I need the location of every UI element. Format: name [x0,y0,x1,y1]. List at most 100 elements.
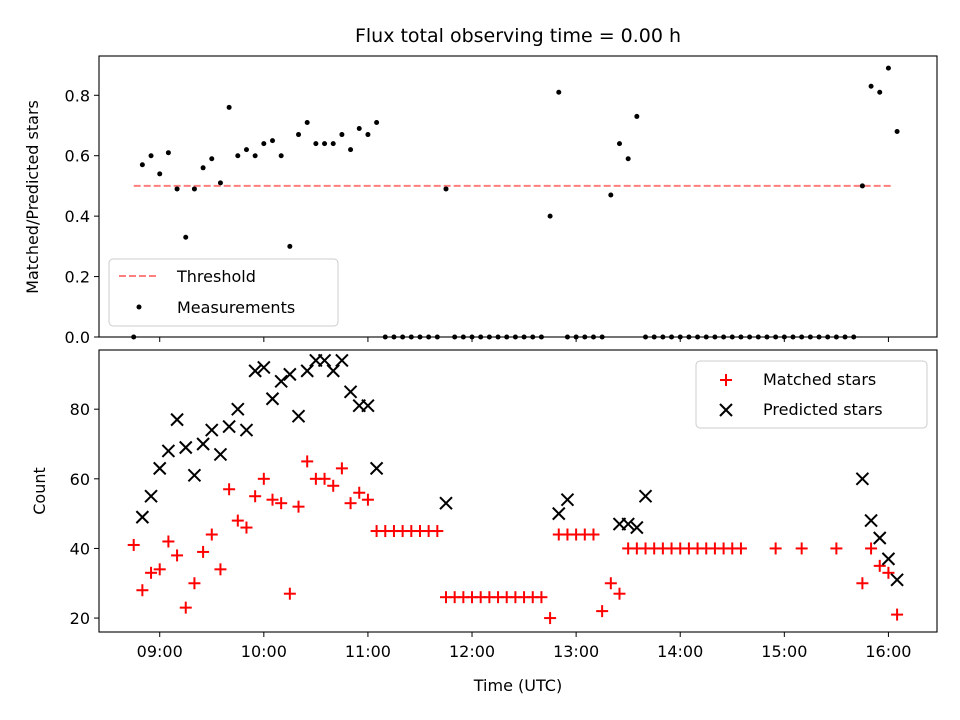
predicted-star-point [621,517,635,531]
measurement-point [877,89,883,95]
bottom-y-tick-label: 40 [70,539,90,558]
measurement-point [313,141,319,147]
top-axes-frame [98,55,938,338]
matched-star-point [596,605,609,618]
top-legend: Threshold Measurements [108,258,339,327]
matched-star-point [335,462,348,475]
measurement-point [330,141,336,147]
measurement-point [165,150,171,156]
predicted-star-point [343,385,358,399]
measurement-point [269,138,275,144]
bottom-y-tick-label: 60 [70,470,90,489]
measurement-point [443,186,449,192]
measurement-point [148,153,154,159]
matched-star-point [145,566,158,579]
bottom-legend-box [695,360,928,429]
bottom-x-tick-label: 15:00 [761,642,807,661]
measurement-point [616,141,622,147]
matched-star-point [856,577,869,590]
predicted-star-point [265,392,280,406]
predicted-star-point [335,353,349,368]
predicted-star-point [890,573,904,587]
predicted-star-point [257,360,271,375]
measurement-point [287,243,293,249]
predicted-star-point [239,423,254,437]
matched-star-point [604,577,617,590]
measurement-point [868,83,874,89]
matched-star-point [431,525,444,538]
matched-star-point [162,535,175,548]
matched-star-point [344,497,357,510]
predicted-star-point [222,419,236,434]
predicted-star-point [439,496,453,510]
predicted-star-point [326,364,340,378]
bottom-y-axis-label: Count [30,467,49,515]
predicted-star-point [855,472,870,486]
legend-predicted-label: Predicted stars [763,400,883,419]
bottom-x-tick-label: 14:00 [657,642,703,661]
top-y-tick-label: 0.8 [65,86,90,105]
matched-star-point [205,528,218,541]
measurement-point [634,113,640,119]
measurement-point [217,180,223,186]
predicted-star-point [196,437,210,451]
bottom-y-tick-label: 80 [70,400,90,419]
top-y-ticks: 0.0 0.2 0.4 0.6 0.8 [65,86,99,347]
bottom-y-tick-label: 20 [70,609,90,628]
predicted-star-point [560,492,575,507]
predicted-star-point [231,402,245,416]
measurement-point [174,186,180,192]
measurement-point [157,171,163,177]
measurement-point [322,141,328,147]
matched-star-point [865,542,878,555]
legend-threshold-label: Threshold [176,267,256,286]
matched-star-point [231,514,244,527]
measurement-point [139,162,145,168]
matched-star-point [301,455,314,468]
measurement-point [547,213,553,219]
legend-measurements-swatch [136,304,142,310]
measurement-point [374,119,380,125]
matched-star-point [734,542,747,555]
bottom-x-tick-label: 13:00 [553,642,599,661]
measurement-point [365,132,371,138]
bottom-axes: 20 40 60 80 09:00 10:00 11:00 12:00 13:00 14:00 1… [30,349,938,695]
predicted-star-point [248,364,262,378]
bottom-x-tick-label: 11:00 [345,642,391,661]
measurement-point [183,234,189,240]
top-y-tick-label: 0.6 [65,147,90,166]
matched-star-point [266,493,279,506]
predicted-star-point [638,489,653,503]
top-y-tick-label: 0.0 [65,328,90,347]
predicted-star-point [317,353,332,368]
legend-matched-swatch [720,374,732,386]
predicted-star-point [161,444,176,458]
top-y-tick-label: 0.4 [65,207,90,226]
matched-star-point [327,479,340,492]
predicted-star-point [873,531,887,545]
matched-star-point [891,608,904,621]
matched-star-point [535,591,548,604]
bottom-legend: Matched stars Predicted stars [695,360,928,429]
predicted-star-point [274,374,288,389]
bottom-axes-frame [98,349,938,633]
matched-star-point [197,545,210,558]
matched-star-point [361,493,374,506]
measurement-point [278,153,284,159]
measurement-point [556,89,562,95]
bottom-y-ticks: 20 40 60 80 [70,400,99,628]
legend-predicted-swatch [719,403,733,417]
legend-matched-label: Matched stars [763,370,876,389]
bottom-x-tick-label: 16:00 [865,642,911,661]
measurement-point [252,153,258,159]
measurement-point [885,65,891,71]
predicted-star-point [135,510,150,524]
measurement-point [894,129,900,135]
measurement-point [304,119,310,125]
predicted-star-point [153,461,167,476]
matched-star-point [179,601,192,614]
bottom-x-tick-label: 09:00 [137,642,183,661]
matched-star-point [587,528,600,541]
matched-star-point [153,563,166,576]
